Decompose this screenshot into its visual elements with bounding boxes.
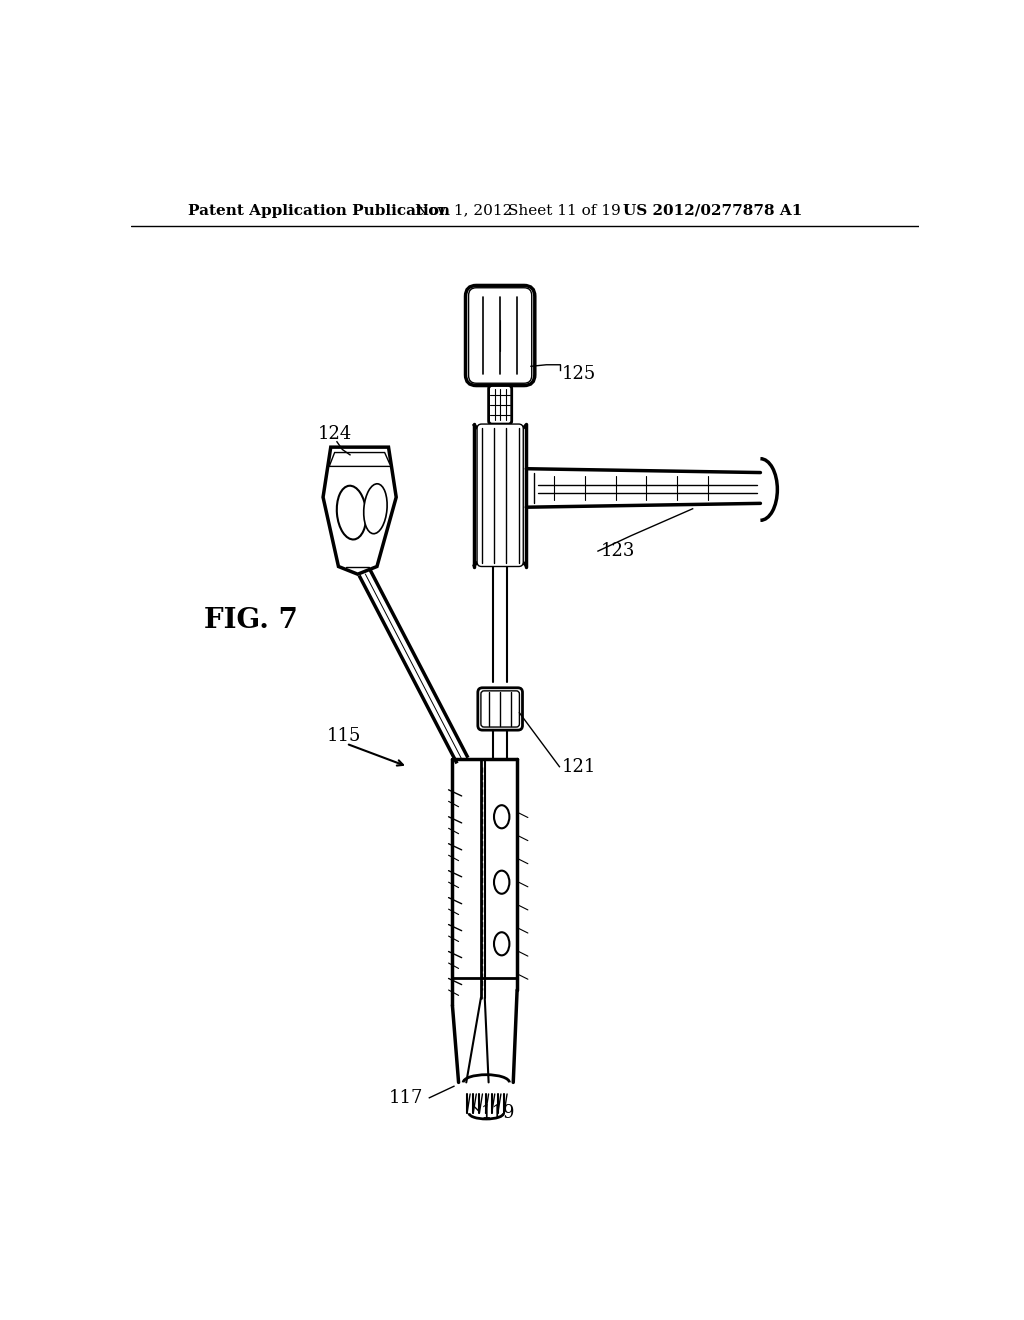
FancyBboxPatch shape (481, 690, 519, 727)
Ellipse shape (494, 871, 509, 894)
Text: 125: 125 (562, 366, 596, 383)
FancyBboxPatch shape (474, 424, 526, 566)
Text: 117: 117 (389, 1089, 423, 1106)
Polygon shape (526, 469, 777, 507)
Ellipse shape (337, 486, 367, 540)
FancyBboxPatch shape (478, 688, 522, 730)
Text: 124: 124 (317, 425, 351, 444)
Text: 123: 123 (600, 543, 635, 560)
Text: 121: 121 (562, 758, 596, 776)
Polygon shape (453, 759, 481, 1082)
FancyBboxPatch shape (477, 424, 523, 566)
Text: 119: 119 (481, 1105, 515, 1122)
Polygon shape (484, 759, 517, 1082)
FancyBboxPatch shape (488, 385, 512, 424)
Ellipse shape (494, 805, 509, 829)
Polygon shape (330, 453, 391, 466)
Text: Nov. 1, 2012: Nov. 1, 2012 (416, 203, 513, 218)
Text: FIG. 7: FIG. 7 (204, 607, 298, 634)
Ellipse shape (364, 484, 387, 533)
Text: Sheet 11 of 19: Sheet 11 of 19 (508, 203, 621, 218)
FancyBboxPatch shape (469, 288, 531, 383)
FancyBboxPatch shape (466, 285, 535, 385)
Text: 115: 115 (327, 727, 361, 744)
Ellipse shape (494, 932, 509, 956)
Text: US 2012/0277878 A1: US 2012/0277878 A1 (624, 203, 803, 218)
Polygon shape (323, 447, 396, 574)
Text: Patent Application Publication: Patent Application Publication (188, 203, 451, 218)
